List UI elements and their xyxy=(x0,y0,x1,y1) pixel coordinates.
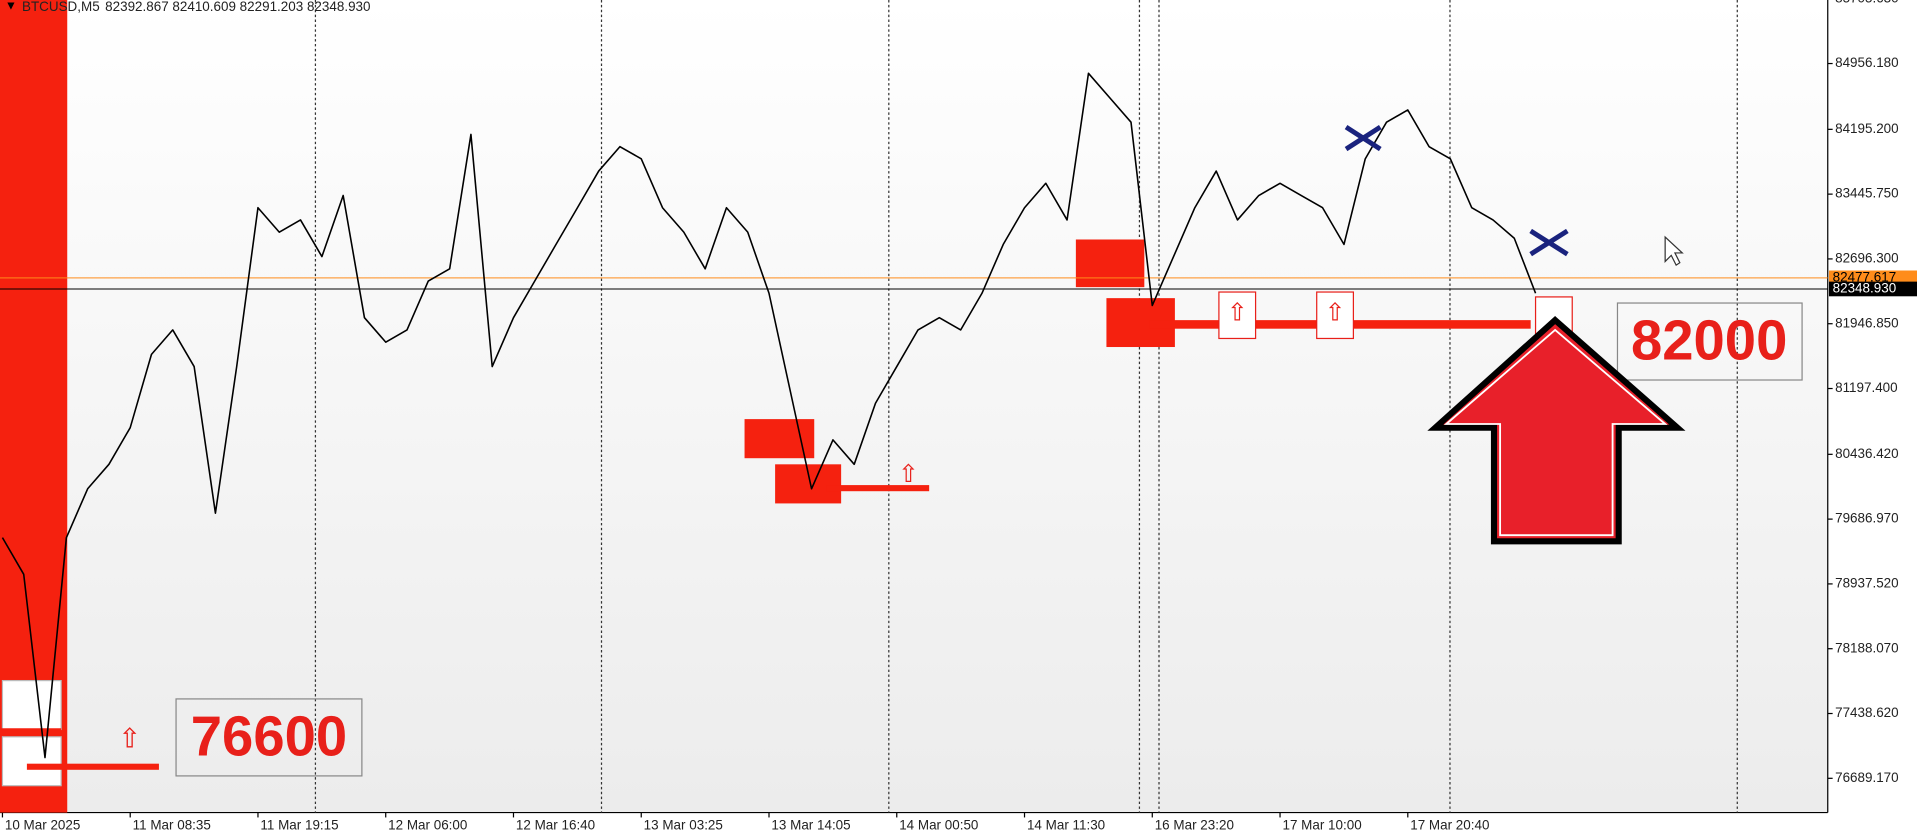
price-tag xyxy=(1828,281,1917,297)
price-tag-label: 82477.617 xyxy=(1833,269,1897,284)
y-axis-labels: 85705.630 84956.180 84195.200 83445.750 8269… xyxy=(1827,0,1899,785)
x-tick-label: 13 Mar 03:25 xyxy=(644,818,723,833)
signal-box xyxy=(1316,291,1355,340)
day-separators xyxy=(314,0,1738,813)
ohlc: 82392.867 82410.609 82291.203 82348.930 xyxy=(105,0,370,14)
x-axis-labels: 10 Mar 2025 11 Mar 08:35 11 Mar 19:15 12 Ma… xyxy=(1,812,1489,833)
y-tick-label: 79686.970 xyxy=(1835,511,1899,526)
y-tick-label: 83445.750 xyxy=(1835,186,1899,201)
big-arrow xyxy=(1427,316,1686,545)
signal-box xyxy=(1218,291,1257,340)
big-arrow-inner xyxy=(1443,328,1668,537)
level-line xyxy=(26,763,159,770)
arrow-icon: ⇧ xyxy=(1227,299,1247,326)
x-tick-label: 14 Mar 11:30 xyxy=(1027,818,1105,833)
y-tick-label: 84195.200 xyxy=(1835,121,1899,136)
x-tick-label: 17 Mar 20:40 xyxy=(1410,818,1489,833)
axis-background xyxy=(1827,0,1917,837)
x-tick-label: 12 Mar 16:40 xyxy=(516,818,595,833)
y-tick-label: 76689.170 xyxy=(1835,770,1899,785)
annotations: 76600 82000 xyxy=(175,125,1803,777)
x-tick-label: 11 Mar 08:35 xyxy=(133,818,211,833)
y-tick-label: 82696.300 xyxy=(1835,250,1899,265)
y-tick-label: 84956.180 xyxy=(1835,55,1899,70)
annotation: 76600 xyxy=(191,704,347,767)
price-lines xyxy=(0,270,1917,297)
x-tick-label: 11 Mar 19:15 xyxy=(260,818,338,833)
x-tick-label: 17 Mar 10:00 xyxy=(1282,818,1361,833)
symbol: BTCUSD,M5 xyxy=(22,0,100,14)
y-tick-label: 81197.400 xyxy=(1835,380,1898,395)
x-tick-label: 10 Mar 2025 xyxy=(5,818,80,833)
zone xyxy=(0,0,68,813)
y-tick-label: 85705.630 xyxy=(1835,0,1899,5)
y-tick-label: 77438.620 xyxy=(1835,705,1899,720)
cross-mark xyxy=(1344,125,1382,152)
y-tick-label: 78188.070 xyxy=(1835,640,1899,655)
zones: ⇧ ⇧ ⇧ ⇧ xyxy=(0,0,1573,813)
zone xyxy=(1075,239,1145,288)
axis-background xyxy=(0,812,1828,837)
annotation: 82000 xyxy=(1631,308,1787,371)
arrow-icon: ⇧ xyxy=(118,724,141,754)
cross-mark xyxy=(1529,228,1569,257)
price-tag-label: 82348.930 xyxy=(1833,281,1897,296)
y-tick-label: 80436.420 xyxy=(1835,446,1899,461)
x-tick-label: 16 Mar 23:20 xyxy=(1155,818,1234,833)
annotation-box xyxy=(175,698,363,777)
arrow-icon: ⇧ xyxy=(898,461,918,488)
zone xyxy=(744,419,815,459)
annotation-box xyxy=(1616,302,1803,381)
x-tick-label: 12 Mar 06:00 xyxy=(388,818,467,833)
menu-icon: ▼ xyxy=(5,0,17,12)
y-tick-label: 81946.850 xyxy=(1835,315,1899,330)
level-line xyxy=(0,728,62,735)
y-tick-label: 78937.520 xyxy=(1835,575,1899,590)
series xyxy=(1,72,1537,759)
arrow-icon: ⇧ xyxy=(1325,299,1345,326)
header: ▼ BTCUSD,M5 82392.867 82410.609 82291.20… xyxy=(5,0,371,14)
price-line-series xyxy=(1,72,1537,759)
x-tick-label: 14 Mar 00:50 xyxy=(899,818,978,833)
zone-box xyxy=(1,736,62,787)
price-tag xyxy=(1828,270,1917,286)
level-line xyxy=(826,485,930,492)
x-tick-label: 13 Mar 14:05 xyxy=(771,818,850,833)
mouse-cursor xyxy=(1664,235,1684,267)
